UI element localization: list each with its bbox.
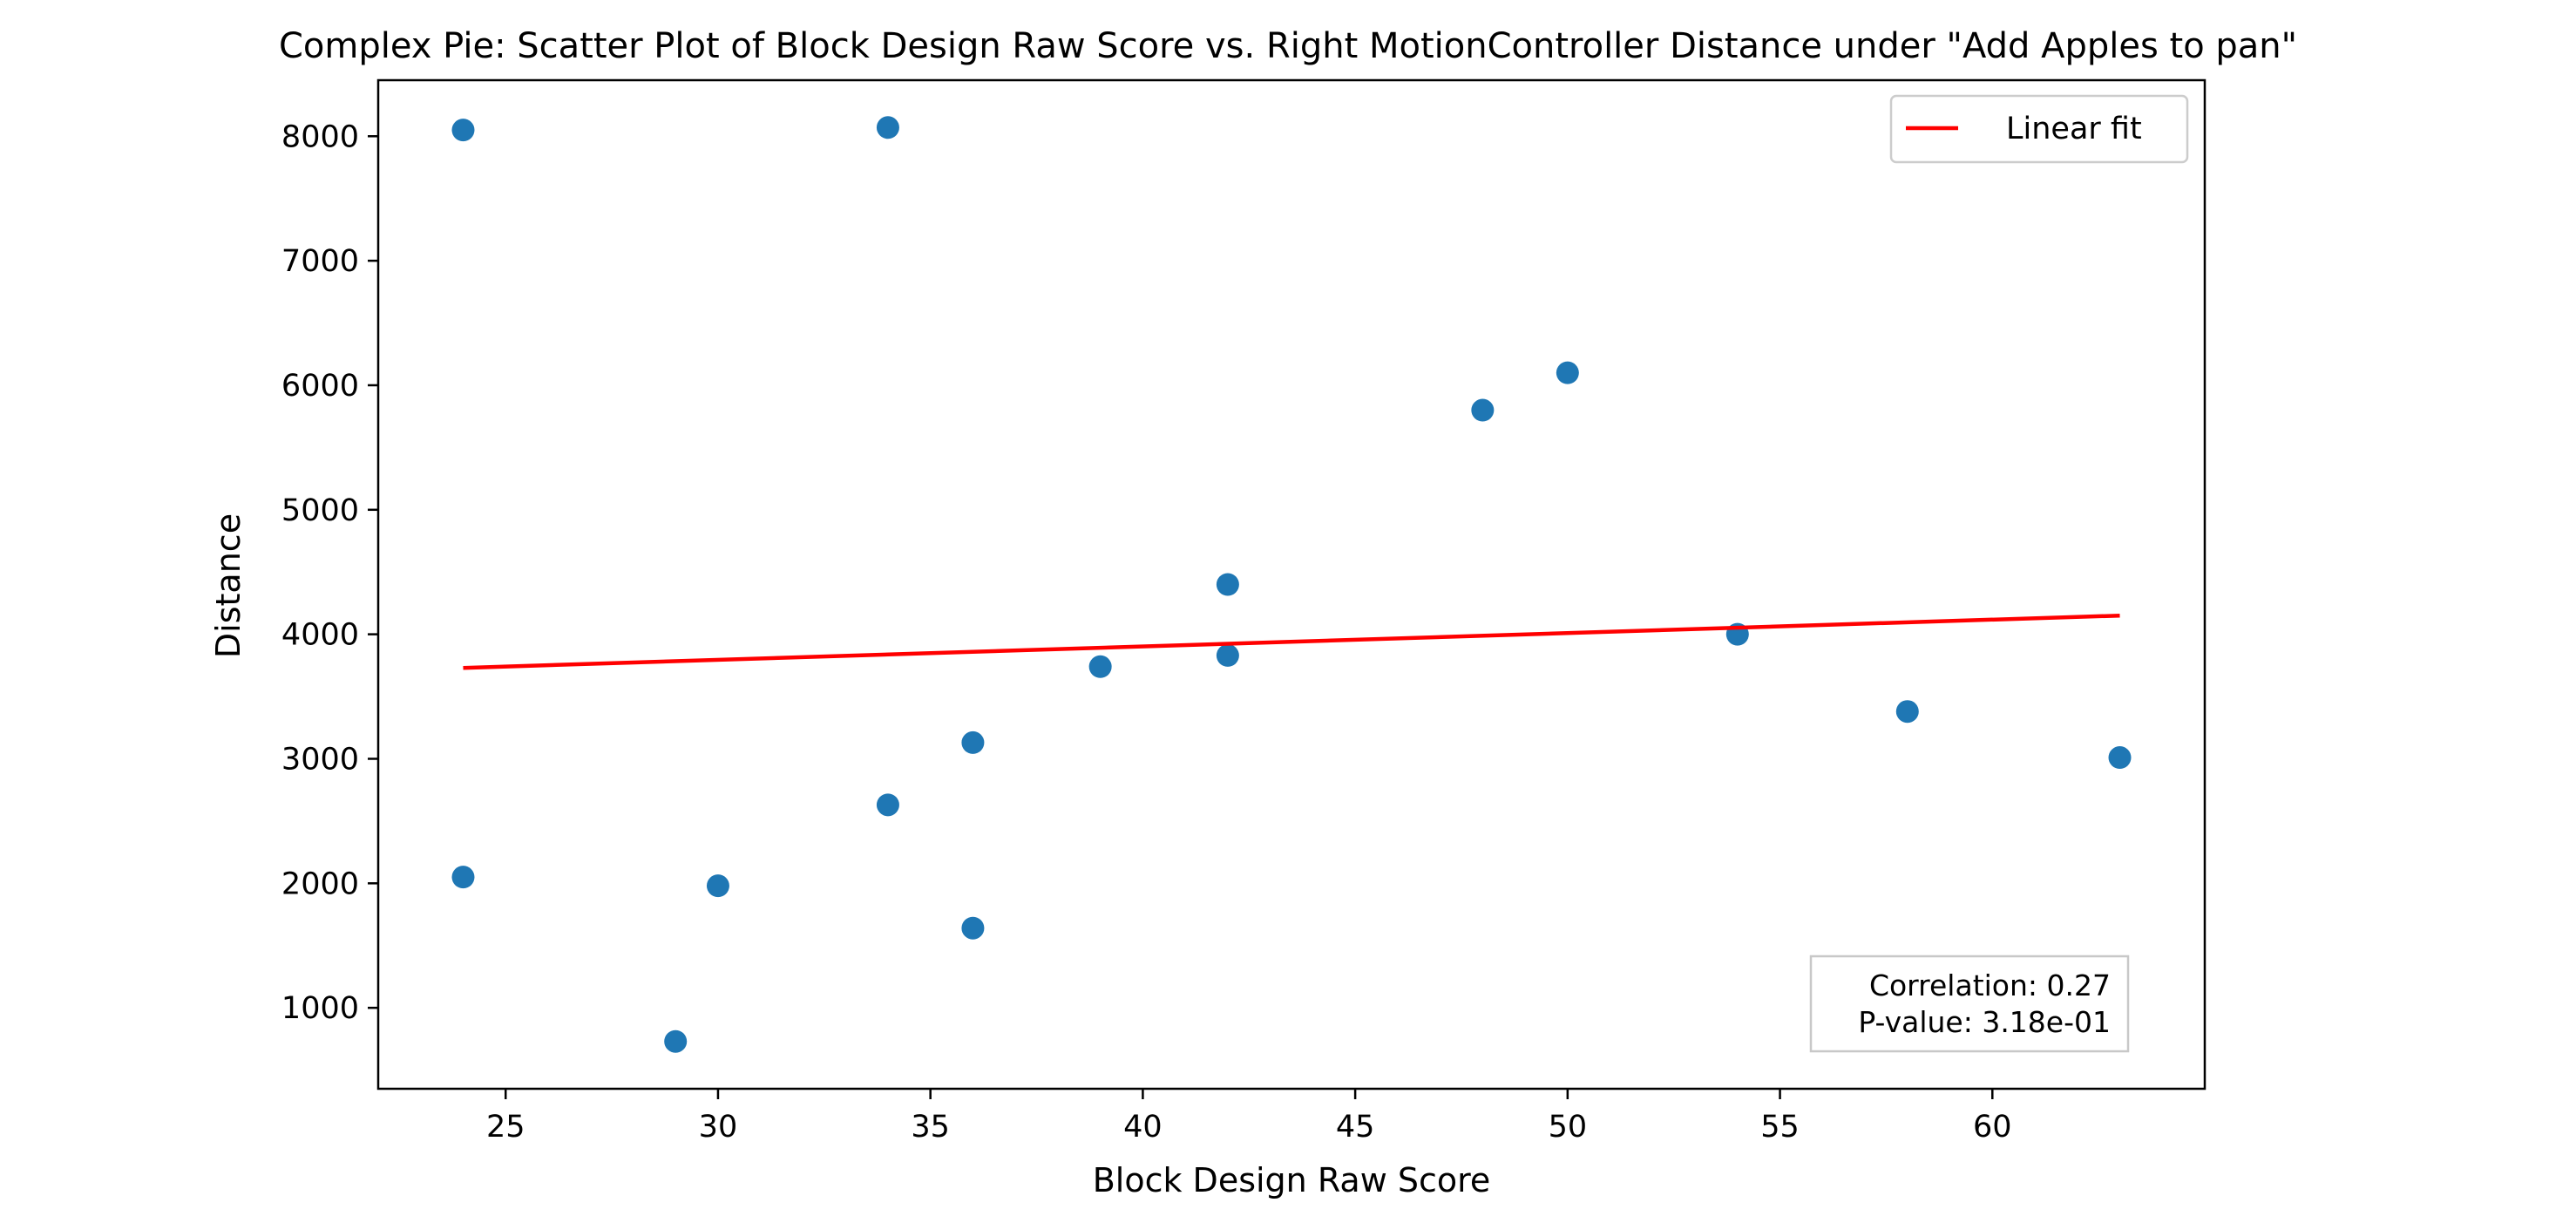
data-point xyxy=(664,1029,688,1053)
correlation-text: Correlation: 0.27 xyxy=(1869,968,2111,1002)
data-point xyxy=(876,116,899,139)
legend-box xyxy=(1889,94,2189,164)
data-point xyxy=(876,793,899,817)
x-axis: 25 30 35 40 45 50 55 60 xyxy=(486,1089,2012,1145)
x-tick-label: 50 xyxy=(1549,1110,1588,1145)
legend: Linear fit xyxy=(1889,94,2189,164)
data-point xyxy=(1556,361,1579,384)
data-point xyxy=(1216,643,1239,667)
data-point xyxy=(1088,655,1112,678)
y-tick-label: 2000 xyxy=(281,866,359,901)
data-point xyxy=(1216,573,1239,596)
data-points xyxy=(451,116,2132,1053)
x-axis-label: Block Design Raw Score xyxy=(1093,1161,1491,1199)
y-tick-label: 6000 xyxy=(281,369,359,404)
x-tick-label: 45 xyxy=(1336,1110,1375,1145)
data-point xyxy=(451,119,475,142)
y-tick-label: 1000 xyxy=(281,991,359,1026)
data-point xyxy=(961,730,985,754)
data-point xyxy=(2108,746,2132,770)
y-tick-label: 8000 xyxy=(281,119,359,154)
x-tick-label: 60 xyxy=(1973,1110,2012,1145)
data-point xyxy=(706,874,729,898)
stats-annotation: Correlation: 0.27 P-value: 3.18e-01 xyxy=(1809,955,2130,1053)
x-tick-label: 35 xyxy=(911,1110,950,1145)
y-tick-label: 7000 xyxy=(281,244,359,279)
y-tick-label: 5000 xyxy=(281,493,359,528)
y-axis: 1000 2000 3000 4000 5000 6000 7000 8000 xyxy=(281,119,378,1026)
data-point xyxy=(1895,700,1919,724)
data-point xyxy=(961,916,985,940)
legend-label-linear-fit: Linear fit xyxy=(2006,112,2142,146)
stats-box xyxy=(1809,955,2130,1053)
p-value-text: P-value: 3.18e-01 xyxy=(1858,1005,2111,1039)
x-tick-label: 55 xyxy=(1760,1110,1800,1145)
x-tick-label: 30 xyxy=(699,1110,738,1145)
fit-line-group xyxy=(463,613,2120,670)
data-point xyxy=(1471,398,1495,422)
y-tick-label: 4000 xyxy=(281,618,359,653)
x-tick-label: 40 xyxy=(1123,1110,1163,1145)
chart-title: Complex Pie: Scatter Plot of Block Desig… xyxy=(279,26,2297,66)
x-tick-label: 25 xyxy=(486,1110,525,1145)
y-axis-label: Distance xyxy=(209,513,247,658)
y-tick-label: 3000 xyxy=(281,742,359,777)
plot-area xyxy=(376,78,2207,1091)
data-point xyxy=(451,866,475,889)
linear-fit-line xyxy=(463,613,2120,670)
